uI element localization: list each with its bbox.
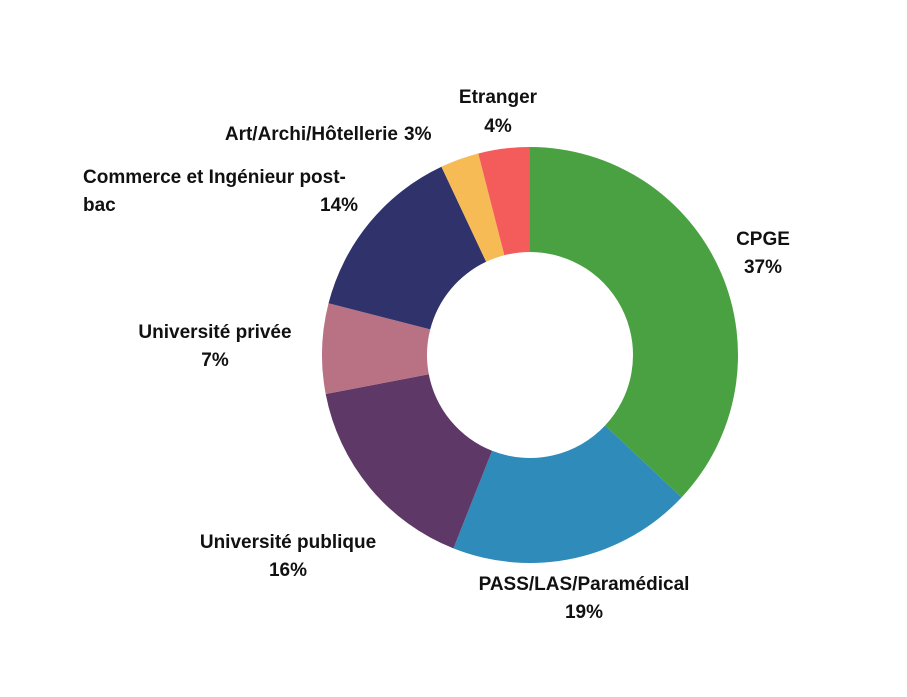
slice (530, 147, 739, 498)
value-label: 7% (201, 350, 229, 371)
value-label: 3% (404, 124, 432, 145)
value-label: 4% (484, 116, 512, 137)
slice-label: Université privée (138, 322, 292, 343)
slice (441, 153, 505, 262)
slice-label: PASS/LAS/Paramédical (478, 574, 690, 595)
slice-label: Art/Archi/Hôtellerie (224, 124, 398, 145)
slice-label: Etranger (458, 87, 538, 108)
value-label: 16% (268, 560, 308, 581)
slice-label: Commerce et Ingénieur post-bac (83, 167, 346, 216)
value-label: 37% (743, 257, 783, 278)
slice (322, 303, 431, 394)
slice (328, 166, 487, 330)
slice (325, 374, 493, 549)
slice-label: Université publique (199, 532, 377, 553)
value-label: 19% (564, 602, 604, 623)
slice (478, 147, 530, 256)
value-label: 14% (320, 195, 359, 216)
slice-label: CPGE (736, 229, 790, 250)
slice (453, 425, 682, 563)
